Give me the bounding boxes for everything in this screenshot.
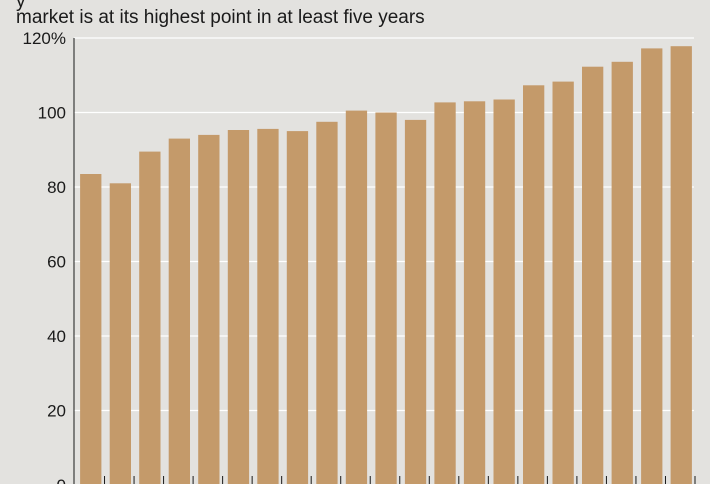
y-tick-label: 0 (57, 476, 66, 484)
bar (257, 128, 279, 484)
chart-subtitle: market is at its highest point in at lea… (16, 7, 425, 28)
x-axis-ticks (104, 476, 696, 484)
bar (641, 48, 663, 484)
bar (286, 131, 309, 484)
bars (80, 46, 692, 484)
bar (670, 46, 692, 484)
bar (109, 183, 131, 484)
bar (80, 174, 102, 484)
y-axis-tick-labels: 0 20 40 60 80 100 120% (23, 29, 66, 484)
y-tick-label: 120% (23, 29, 66, 48)
headline-partial-text: y (16, 0, 26, 12)
bar (316, 121, 338, 484)
bar (582, 66, 604, 484)
bar (375, 112, 397, 484)
y-tick-label: 20 (47, 402, 66, 421)
bar (404, 119, 427, 484)
bar (552, 81, 574, 484)
bar (493, 99, 515, 484)
bar (611, 61, 633, 484)
y-tick-label: 80 (47, 178, 66, 197)
bar (523, 85, 545, 484)
bar (227, 130, 250, 484)
bar (198, 134, 220, 484)
bar (139, 151, 161, 484)
bar (434, 102, 456, 484)
bar (168, 138, 190, 484)
bar (345, 110, 368, 484)
y-tick-label: 100 (38, 104, 66, 123)
bar (463, 101, 486, 484)
y-tick-label: 40 (47, 327, 66, 346)
y-tick-label: 60 (47, 253, 66, 272)
